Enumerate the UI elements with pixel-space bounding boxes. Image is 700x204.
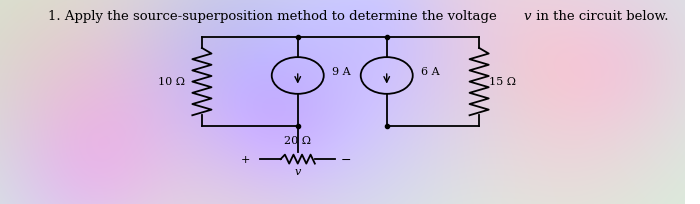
Text: 20 Ω: 20 Ω	[284, 136, 312, 146]
Text: 15 Ω: 15 Ω	[489, 76, 517, 87]
Text: 6 A: 6 A	[421, 67, 440, 78]
Text: 10 Ω: 10 Ω	[158, 76, 185, 87]
Text: 9 A: 9 A	[332, 67, 351, 78]
Text: v: v	[295, 167, 301, 177]
Text: v: v	[524, 10, 531, 23]
Text: in the circuit below.: in the circuit below.	[532, 10, 668, 23]
Text: +: +	[241, 155, 250, 165]
Text: 1. Apply the source-superposition method to determine the voltage: 1. Apply the source-superposition method…	[48, 10, 501, 23]
Text: −: −	[341, 154, 351, 167]
